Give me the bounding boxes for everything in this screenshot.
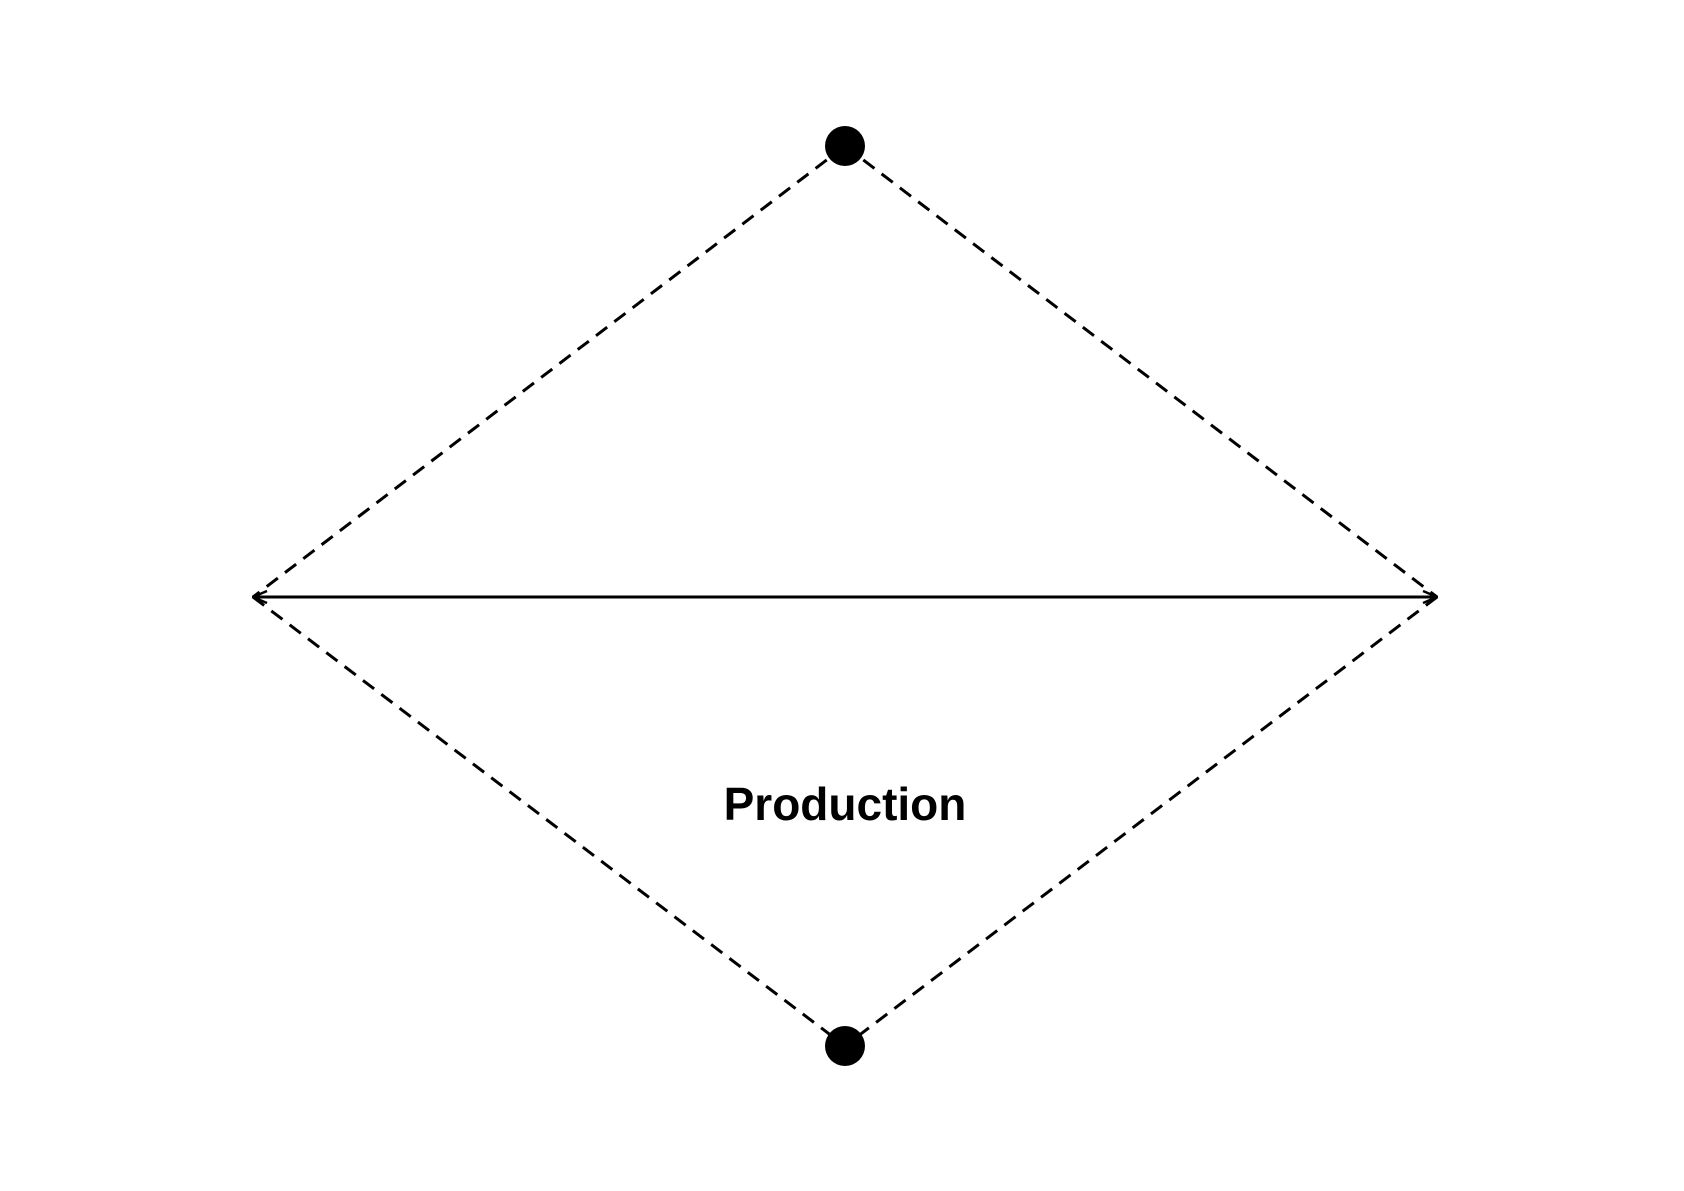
- top-node: [825, 126, 865, 166]
- bottom-node: [825, 1026, 865, 1066]
- top-left-edge: [252, 144, 846, 599]
- diagram-label: Production: [724, 778, 967, 830]
- bottom-left-edge: [252, 595, 846, 1048]
- top-right-edge: [844, 144, 1438, 599]
- bottom-right-edge: [844, 595, 1438, 1048]
